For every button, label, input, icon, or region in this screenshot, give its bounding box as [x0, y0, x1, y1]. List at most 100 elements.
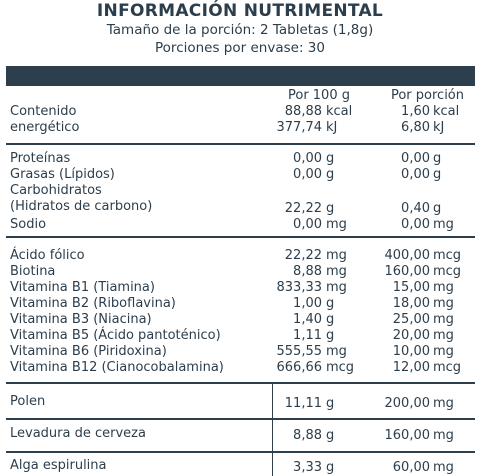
nutrient-value-por: 18,00 [392, 296, 430, 311]
nutrient-unit-por: mg [433, 280, 454, 295]
nutrient-unit-100: mg [326, 280, 347, 295]
nutrient-value-100: 833,33 [276, 280, 323, 295]
nutrient-unit-100: mg [326, 248, 347, 263]
label-title: INFORMACIÓN NUTRIMENTAL [96, 1, 384, 21]
servings-per-container: Porciones por envase: 30 [155, 40, 325, 56]
divider [6, 236, 475, 238]
nutrient-value-por: 20,00 [392, 328, 430, 343]
nutrient-value-por: 25,00 [392, 312, 430, 327]
nutrient-unit-100: g [326, 201, 335, 216]
col-perserving-header: Por porción [390, 88, 464, 103]
energy-kj-por-unit: kJ [433, 120, 445, 135]
nutrient-label: Vitamina B12 (Cianocobalamina) [10, 360, 224, 375]
nutrient-value-100: 666,66 [276, 360, 323, 375]
nutrient-value-por: 160,00 [384, 264, 431, 279]
nutrient-unit-por: mg [433, 396, 454, 411]
nutrient-value-por: 0,40 [401, 201, 430, 216]
nutrient-value-100: 8,88 [293, 264, 322, 279]
nutrient-unit-100: mg [326, 217, 347, 232]
nutrient-unit-por: mcg [433, 360, 462, 375]
nutrient-value-por: 10,00 [392, 344, 430, 359]
nutrient-value-100: 1,11 [293, 328, 322, 343]
nutrient-unit-por: mg [433, 328, 454, 343]
energy-label-line1: Contenido [10, 104, 77, 119]
nutrient-value-100: 22,22 [284, 248, 322, 263]
nutrient-label: Levadura de cerveza [10, 426, 146, 441]
nutrient-label: Alga espirulina [10, 458, 107, 473]
nutrient-value-100: 1,40 [293, 312, 322, 327]
nutrient-label: Biotina [10, 264, 56, 279]
energy-kcal-por: 1,60 [401, 104, 430, 119]
energy-kj-100: 377,74 [276, 120, 323, 135]
nutrient-unit-por: mg [433, 296, 454, 311]
nutrient-label: Vitamina B5 (Ácido pantoténico) [10, 328, 221, 343]
nutrient-label: Vitamina B6 (Piridoxina) [10, 344, 167, 359]
header-band [6, 66, 475, 86]
nutrient-unit-por: mg [433, 217, 454, 232]
nutrient-value-por: 160,00 [384, 428, 431, 443]
nutrient-unit-por: mcg [433, 264, 462, 279]
energy-kj-100-unit: kJ [326, 120, 338, 135]
nutrient-unit-por: g [433, 201, 442, 216]
nutrient-label: Sodio [10, 217, 47, 232]
energy-label-line2: energético [10, 120, 80, 135]
nutrient-unit-100: mcg [326, 360, 355, 375]
nutrient-value-por: 0,00 [401, 217, 430, 232]
serving-size: Tamaño de la porción: 2 Tabletas (1,8g) [106, 22, 374, 38]
nutrient-value-100: 11,11 [284, 396, 322, 411]
nutrient-unit-por: mg [433, 312, 454, 327]
nutrient-value-por: 15,00 [392, 280, 430, 295]
nutrient-unit-por: g [433, 167, 442, 182]
nutrient-label: Vitamina B1 (Tiamina) [10, 280, 155, 295]
nutrient-unit-por: mg [433, 344, 454, 359]
nutrient-unit-100: g [326, 460, 335, 475]
nutrient-unit-100: g [326, 428, 335, 443]
nutrient-value-100: 22,22 [284, 201, 322, 216]
column-separator [272, 453, 273, 476]
nutrient-value-100: 1,00 [293, 296, 322, 311]
divider [6, 451, 475, 453]
energy-kcal-por-unit: kcal [433, 104, 460, 119]
nutrient-unit-100: g [326, 328, 335, 343]
nutrient-value-por: 60,00 [392, 460, 430, 475]
nutrient-value-por: 12,00 [392, 360, 430, 375]
column-separator [272, 420, 273, 451]
nutrient-value-100: 0,00 [293, 217, 322, 232]
divider [6, 382, 475, 384]
nutrient-unit-100: g [326, 167, 335, 182]
nutrient-label: Vitamina B3 (Niacina) [10, 312, 152, 327]
nutrient-label: Proteínas [10, 151, 71, 166]
nutrient-label-line2: (Hidratos de carbono) [10, 199, 153, 214]
divider [6, 143, 475, 145]
nutrient-unit-por: mcg [433, 248, 462, 263]
nutrient-unit-100: g [326, 296, 335, 311]
col-per100-header: Por 100 g [287, 88, 350, 103]
nutrient-label: Grasas (Lípidos) [10, 167, 115, 182]
nutrient-value-por: 400,00 [384, 248, 431, 263]
nutrient-value-100: 0,00 [293, 151, 322, 166]
divider [6, 418, 475, 420]
nutrient-value-100: 3,33 [293, 460, 322, 475]
nutrient-unit-100: mg [326, 264, 347, 279]
nutrient-label: Polen [10, 394, 46, 409]
nutrient-value-100: 555,55 [276, 344, 323, 359]
column-separator [272, 384, 273, 418]
nutrient-unit-por: mg [433, 428, 454, 443]
energy-kcal-100: 88,88 [284, 104, 322, 119]
nutrient-unit-por: mg [433, 460, 454, 475]
nutrient-label: Carbohidratos [10, 183, 102, 198]
energy-kcal-100-unit: kcal [326, 104, 353, 119]
nutrient-unit-100: g [326, 396, 335, 411]
energy-kj-por: 6,80 [401, 120, 430, 135]
nutrient-value-por: 200,00 [384, 396, 431, 411]
nutrient-value-por: 0,00 [401, 167, 430, 182]
nutrient-unit-por: g [433, 151, 442, 166]
nutrient-value-por: 0,00 [401, 151, 430, 166]
nutrient-unit-100: g [326, 151, 335, 166]
nutrient-label: Ácido fólico [10, 248, 85, 263]
nutrient-unit-100: g [326, 312, 335, 327]
nutrient-value-100: 0,00 [293, 167, 322, 182]
nutrient-value-100: 8,88 [293, 428, 322, 443]
nutrient-label: Vitamina B2 (Riboflavina) [10, 296, 176, 311]
nutrient-unit-100: mg [326, 344, 347, 359]
